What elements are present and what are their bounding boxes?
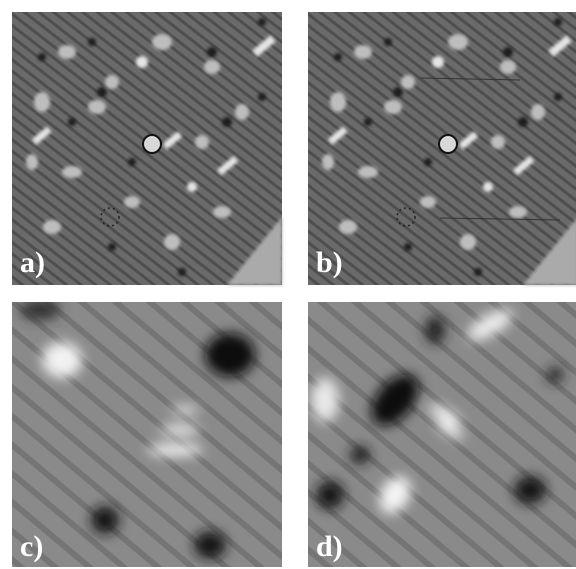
figure: a) b) c) (0, 0, 576, 569)
panel-a: a) (12, 12, 282, 285)
panel-label: d) (316, 530, 343, 563)
panel-d: d) (308, 302, 576, 567)
panel-label: b) (316, 246, 343, 279)
panel-label: a) (20, 246, 45, 279)
panel-label: c) (20, 530, 43, 563)
panel-b: b) (308, 12, 576, 285)
panel-c: c) (12, 300, 282, 567)
